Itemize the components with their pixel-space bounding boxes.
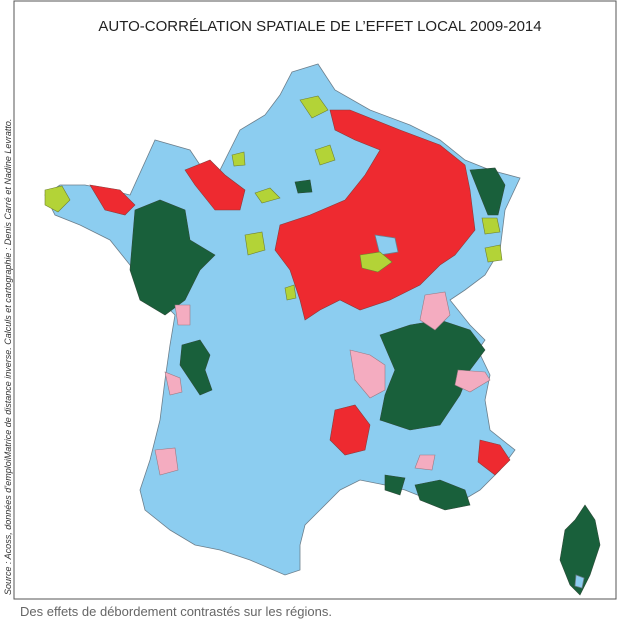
area (164, 371, 183, 396)
area (384, 474, 406, 496)
area (154, 447, 179, 476)
source-note: Source : Acoss, données d’emploiMatrice … (3, 119, 13, 595)
area (244, 231, 266, 256)
caption: Des effets de débordement contrastés sur… (20, 604, 332, 619)
area (179, 339, 213, 396)
area (274, 109, 476, 321)
area (414, 479, 471, 511)
area (481, 217, 501, 235)
area (359, 251, 393, 273)
area (469, 167, 506, 216)
area (574, 574, 585, 589)
area (284, 284, 297, 301)
area (414, 454, 436, 471)
area (89, 184, 136, 216)
area (419, 291, 451, 331)
area (349, 349, 386, 399)
map (44, 63, 601, 596)
frame (13, 0, 617, 600)
area (314, 144, 336, 166)
area (329, 404, 371, 456)
area (454, 369, 491, 393)
area (129, 199, 216, 316)
corsica (559, 504, 601, 596)
area (299, 95, 329, 119)
area (184, 159, 246, 211)
area (231, 151, 246, 167)
area (44, 185, 71, 213)
map-title: AUTO-CORRÉLATION SPATIALE DE L’EFFET LOC… (98, 18, 541, 35)
area (174, 304, 191, 326)
area (374, 234, 399, 256)
area (484, 244, 503, 263)
area (477, 439, 511, 476)
area (294, 179, 313, 194)
area (254, 187, 281, 204)
